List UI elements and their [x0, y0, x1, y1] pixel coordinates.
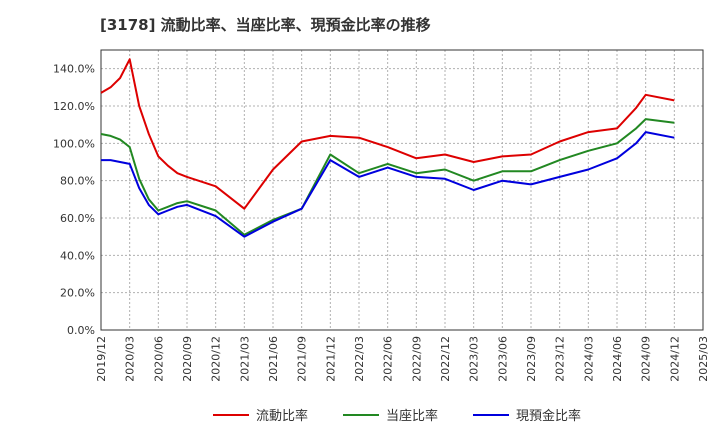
series-line-3	[101, 131, 675, 238]
x-tick-label: 2024/03	[582, 336, 595, 382]
y-tick-label: 140.0%	[53, 63, 95, 76]
y-axis: 0.0% 20.0% 40.0% 60.0% 80.0% 100.0% 120.0% 140.…	[53, 63, 95, 337]
y-tick-label: 120.0%	[53, 100, 95, 113]
x-tick-label: 2020/12	[210, 336, 223, 382]
grid	[100, 50, 704, 331]
series-group	[100, 58, 675, 238]
y-tick-label: 80.0%	[60, 175, 95, 188]
y-tick-label: 0.0%	[67, 324, 95, 337]
x-tick-label: 2020/09	[181, 336, 194, 382]
x-axis: 2019/12 2020/03 2020/06 2020/09 2020/12 2021/…	[95, 336, 710, 382]
x-tick-label: 2022/09	[410, 336, 423, 382]
x-tick-label: 2022/03	[353, 336, 366, 382]
x-tick-label: 2023/06	[496, 336, 509, 382]
legend-label-3: 現預金比率	[516, 408, 581, 424]
x-tick-label: 2021/06	[267, 336, 280, 382]
x-tick-label: 2021/03	[238, 336, 251, 382]
x-tick-label: 2024/06	[611, 336, 624, 382]
plot-border	[100, 49, 704, 331]
plot-frame	[100, 49, 704, 331]
x-tick-label: 2024/12	[668, 336, 681, 382]
legend-label-1: 流動比率	[256, 408, 308, 424]
y-tick-label: 100.0%	[53, 137, 95, 150]
y-tick-label: 40.0%	[60, 249, 95, 262]
x-tick-label: 2022/12	[439, 336, 452, 382]
legend: 流動比率 当座比率 現預金比率	[213, 408, 581, 424]
series-line-2	[100, 118, 675, 236]
y-tick-label: 60.0%	[60, 212, 95, 225]
x-tick-label: 2020/03	[124, 336, 137, 382]
x-tick-label: 2025/03	[697, 336, 710, 382]
x-tick-label: 2023/09	[525, 336, 538, 382]
x-tick-label: 2021/09	[296, 336, 309, 382]
series-line-1	[100, 58, 675, 210]
x-tick-label: 2023/03	[468, 336, 481, 382]
x-tick-label: 2020/06	[152, 336, 165, 382]
legend-label-2: 当座比率	[386, 408, 438, 424]
y-tick-label: 20.0%	[60, 287, 95, 300]
x-tick-label: 2024/09	[640, 336, 653, 382]
x-tick-label: 2022/06	[382, 336, 395, 382]
x-tick-label: 2023/12	[554, 336, 567, 382]
x-tick-label: 2021/12	[324, 336, 337, 382]
x-tick-label: 2019/12	[95, 336, 108, 382]
chart-title: [3178] 流動比率、当座比率、現預金比率の推移	[100, 16, 431, 34]
